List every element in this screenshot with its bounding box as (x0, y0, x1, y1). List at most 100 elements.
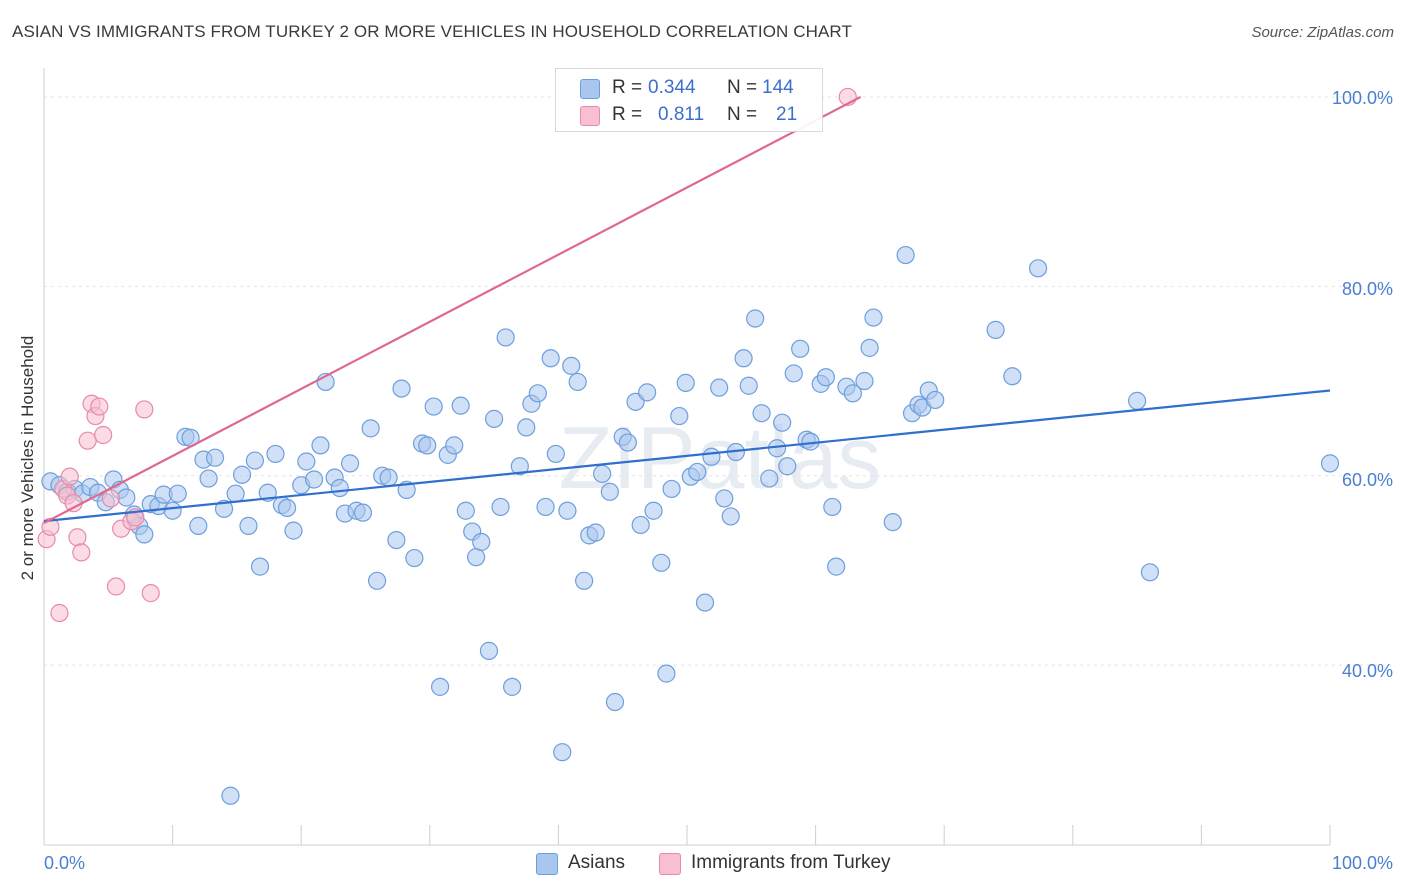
asian-point-85 (586, 523, 605, 542)
asian-point-111 (752, 404, 771, 423)
chart-legend: Asians Immigrants from Turkey (0, 852, 1406, 878)
turkey-point-5 (60, 467, 79, 486)
asian-point-117 (791, 339, 810, 358)
asian-point-126 (855, 371, 874, 391)
asian-point-68 (485, 409, 504, 428)
asian-point-122 (823, 497, 842, 517)
asian-point-53 (392, 379, 411, 398)
asian-point-112 (760, 469, 779, 488)
asian-point-88 (605, 692, 625, 712)
asian-point-39 (304, 470, 324, 489)
legend-asians-swatch (536, 853, 558, 875)
asian-point-36 (284, 521, 303, 540)
asian-point-90 (618, 433, 637, 452)
turkey-r-label: R = (612, 104, 643, 125)
asian-point-31 (250, 557, 270, 576)
turkey-r-value: 0.811 (658, 104, 705, 125)
asian-point-96 (657, 664, 676, 683)
asian-point-28 (232, 465, 252, 484)
asian-point-48 (361, 419, 380, 438)
asian-point-57 (418, 436, 437, 455)
x-tick-label-100: 100.0% (1332, 853, 1393, 873)
asian-point-121 (816, 368, 835, 387)
turkey-point-12 (90, 397, 109, 416)
asian-point-136 (986, 320, 1005, 339)
asian-point-95 (652, 553, 671, 572)
asian-point-33 (266, 444, 285, 464)
asian-point-18 (168, 484, 187, 503)
asian-point-21 (189, 516, 208, 535)
asian-point-135 (926, 390, 945, 410)
asian-swatch (580, 79, 600, 99)
axis-layer (43, 68, 1331, 846)
asian-point-35 (277, 498, 297, 517)
asian-point-43 (330, 478, 349, 498)
asian-point-27 (226, 484, 245, 503)
asian-point-47 (353, 503, 373, 522)
asian-point-23 (199, 469, 218, 488)
turkey-point-9 (78, 431, 97, 450)
source-label: Source: ZipAtlas.com (1251, 24, 1394, 41)
y-tick-label-100: 100.0% (1332, 88, 1393, 108)
asian-point-97 (662, 479, 681, 499)
asian-point-38 (297, 452, 316, 471)
asian-point-77 (541, 349, 560, 368)
asian-trendline (43, 389, 1331, 523)
asian-point-102 (695, 593, 715, 612)
asian-point-80 (558, 501, 577, 520)
asian-point-71 (503, 677, 522, 696)
y-tick-label-40: 40.0% (1342, 661, 1393, 681)
asian-point-59 (430, 677, 450, 696)
asian-r-label: R = (612, 77, 643, 98)
asian-n-label: N = (727, 77, 758, 98)
asian-point-123 (827, 557, 846, 576)
asian-point-140 (1140, 563, 1160, 582)
x-tick-label-0: 0.0% (44, 853, 85, 873)
asian-point-114 (773, 413, 792, 432)
asian-point-125 (843, 384, 862, 403)
asian-point-51 (379, 468, 398, 487)
y-tick-label-80: 80.0% (1342, 279, 1393, 299)
asian-point-67 (479, 641, 499, 660)
turkey-n-value: 21 (776, 104, 798, 125)
asian-point-138 (1028, 259, 1048, 278)
asian-point-65 (466, 548, 486, 567)
asian-point-52 (387, 530, 406, 550)
asian-point-93 (638, 383, 657, 402)
legend-turkey-swatch (659, 853, 681, 875)
chart-title: ASIAN VS IMMIGRANTS FROM TURKEY 2 OR MOR… (12, 22, 852, 41)
asian-point-129 (883, 513, 902, 532)
asian-point-94 (644, 501, 663, 520)
turkey-point-7 (68, 528, 87, 547)
asian-point-25 (214, 499, 234, 518)
asian-point-40 (311, 436, 330, 455)
asian-point-106 (721, 507, 740, 526)
asian-point-75 (528, 384, 547, 403)
turkey-point-2 (50, 603, 69, 623)
asian-r-value: 0.344 (648, 77, 696, 98)
asian-point-26 (221, 786, 240, 805)
asian-point-58 (424, 397, 443, 416)
turkey-trendline (43, 95, 862, 525)
turkey-point-20 (141, 584, 160, 603)
asian-point-82 (568, 372, 587, 392)
asian-point-81 (562, 356, 581, 375)
asian-point-30 (245, 451, 265, 470)
asian-point-110 (746, 309, 765, 328)
asian-point-101 (688, 462, 707, 482)
asian-point-66 (472, 532, 491, 552)
asian-point-10 (117, 488, 136, 507)
asian-point-99 (676, 373, 695, 393)
asian-point-73 (517, 418, 536, 437)
asian-point-109 (739, 376, 758, 395)
asian-point-139 (1127, 391, 1147, 410)
turkey-point-8 (72, 543, 91, 562)
correlation-stats-box: R = 0.344 N = 144 R = 0.811 N = 21 (555, 68, 823, 132)
turkey-point-19 (135, 400, 154, 419)
asian-point-55 (405, 548, 424, 568)
asian-point-103 (702, 447, 721, 466)
asian-point-72 (510, 457, 529, 476)
turkey-point-15 (106, 577, 126, 596)
asian-point-70 (496, 328, 515, 347)
